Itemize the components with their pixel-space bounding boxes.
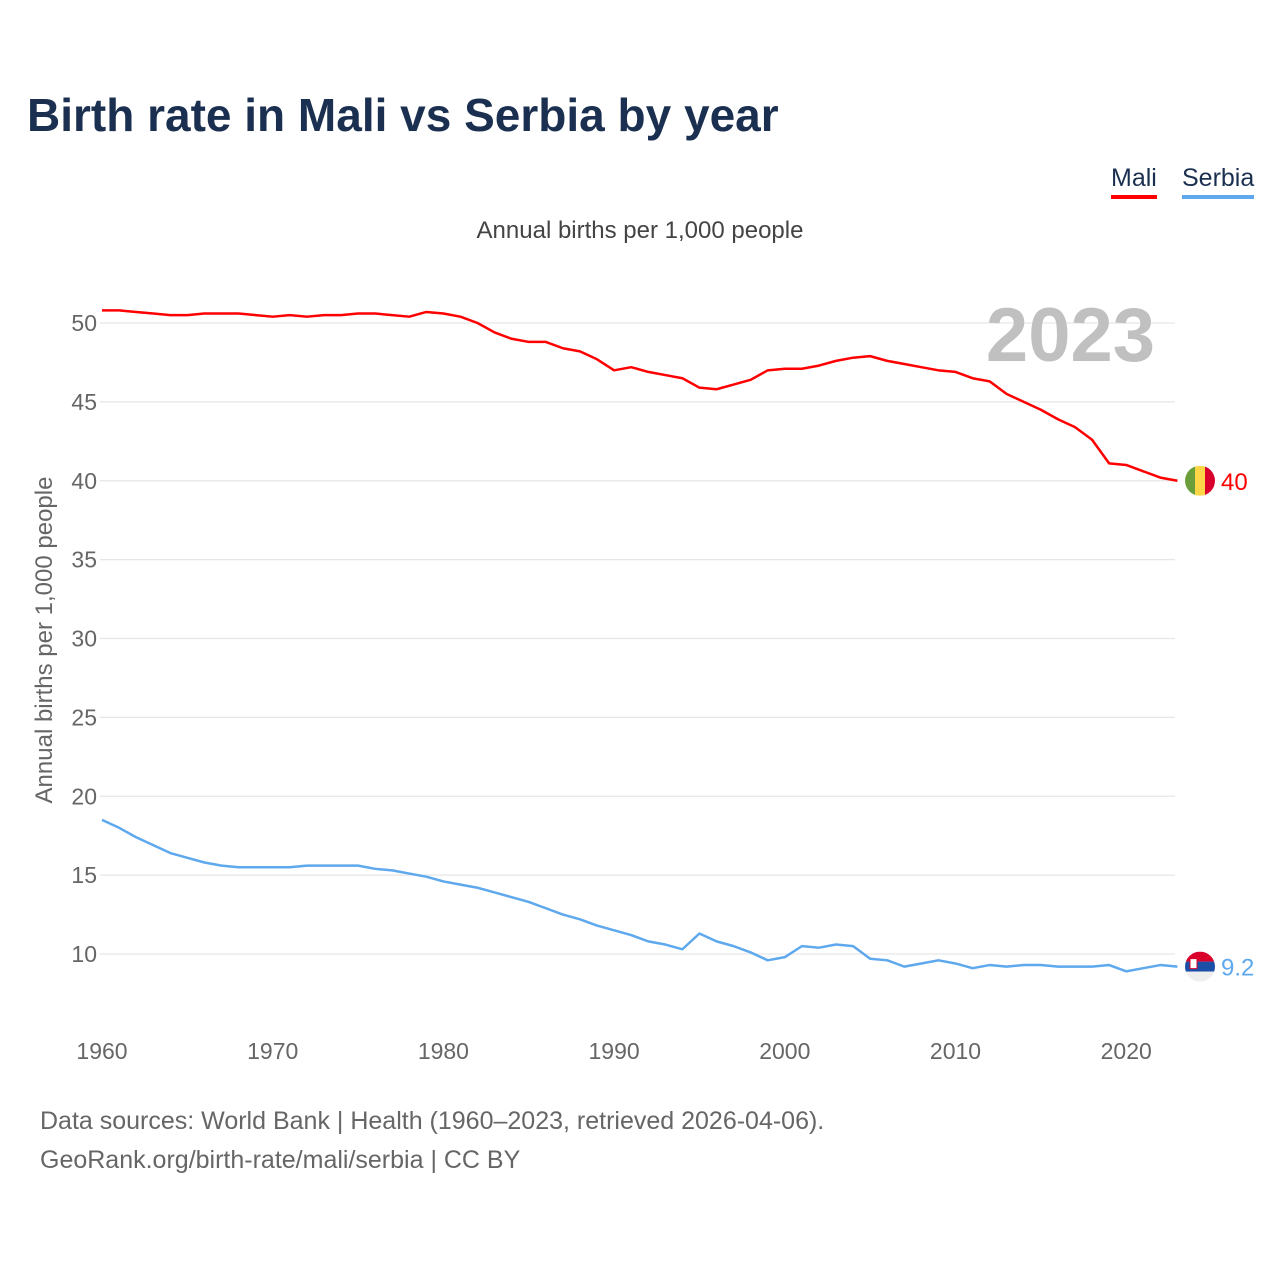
x-tick-label: 1980 bbox=[418, 1038, 469, 1064]
y-axis-label: Annual births per 1,000 people bbox=[31, 477, 58, 804]
y-tick-label: 35 bbox=[71, 547, 97, 573]
serbia-flag-icon bbox=[1185, 951, 1215, 982]
x-tick-label: 2020 bbox=[1101, 1038, 1152, 1064]
y-tick-label: 45 bbox=[71, 389, 97, 415]
x-tick-label: 2000 bbox=[759, 1038, 810, 1064]
series-line-serbia bbox=[101, 818, 1178, 973]
x-tick-label: 1990 bbox=[589, 1038, 640, 1064]
end-value-label: 9.2 bbox=[1221, 955, 1254, 982]
y-tick-label: 40 bbox=[71, 468, 97, 494]
y-tick-label: 10 bbox=[71, 941, 97, 967]
legend-item-serbia[interactable]: Serbia bbox=[1182, 164, 1255, 199]
footer-sources: Data sources: World Bank | Health (1960–… bbox=[40, 1107, 825, 1135]
y-tick-label: 30 bbox=[71, 626, 97, 652]
year-label: 2023 bbox=[986, 293, 1155, 378]
mali-flag-icon bbox=[1185, 465, 1215, 496]
x-tick-label: 1960 bbox=[76, 1038, 127, 1064]
y-tick-label: 50 bbox=[71, 310, 97, 336]
y-tick-label: 25 bbox=[71, 704, 97, 730]
chart-subtitle: Annual births per 1,000 people bbox=[476, 217, 804, 244]
legend-item-mali[interactable]: Mali bbox=[1111, 164, 1157, 199]
y-tick-label: 20 bbox=[71, 783, 97, 809]
footer-link[interactable]: GeoRank.org/birth-rate/mali/serbia | CC … bbox=[40, 1146, 521, 1174]
x-tick-label: 2010 bbox=[930, 1038, 981, 1064]
x-tick-label: 1970 bbox=[247, 1038, 298, 1064]
chart-title: Birth rate in Mali vs Serbia by year bbox=[27, 89, 779, 141]
end-value-label: 40 bbox=[1221, 469, 1248, 496]
series-line-mali bbox=[102, 309, 1178, 482]
y-tick-label: 15 bbox=[71, 862, 97, 888]
